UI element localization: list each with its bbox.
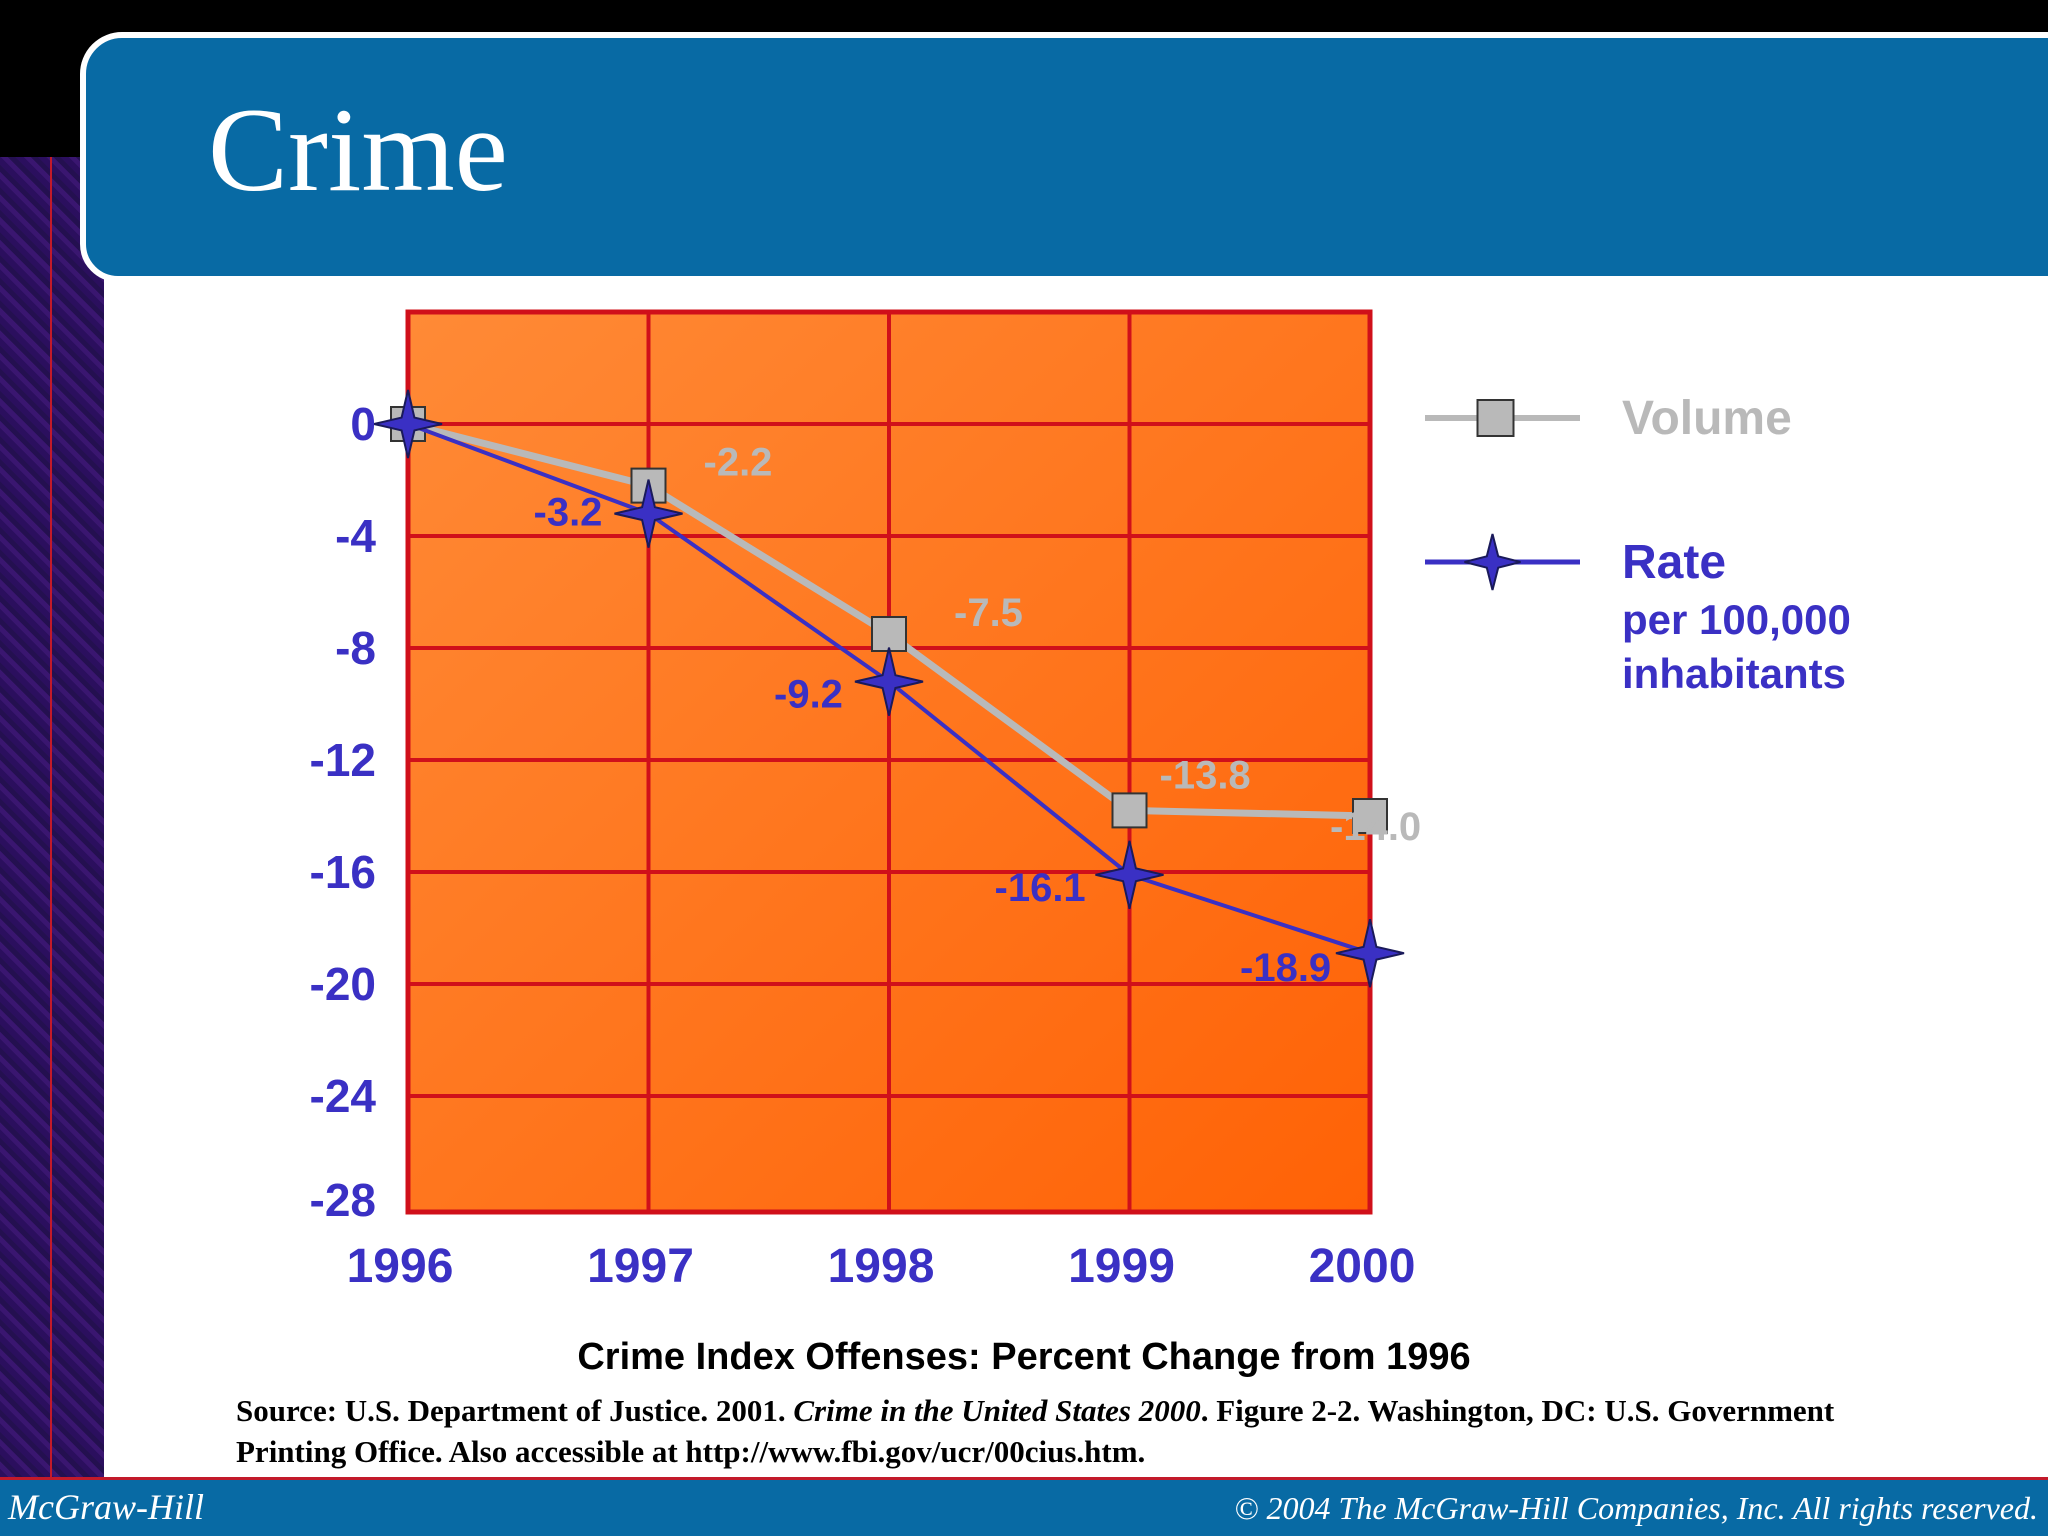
left-decorative-band [0, 157, 104, 1477]
data-label: -16.1 [995, 866, 1086, 910]
legend-item-volume: Volume [1425, 392, 1792, 445]
volume-point [1352, 798, 1388, 834]
footer-bar: McGraw-Hill © 2004 The McGraw-Hill Compa… [0, 1477, 2048, 1536]
footer-copyright: © 2004 The McGraw-Hill Companies, Inc. A… [1234, 1490, 2038, 1526]
chart-title: Crime Index Offenses: Percent Change fro… [577, 1336, 1471, 1378]
axis-labels: 0 -4 -8 -12 -16 -20 -24 -28 1996 1997 1998 1999 2000 [310, 398, 1416, 1293]
plot-border [405, 309, 1373, 1215]
x-tick-label: 1998 [828, 1240, 935, 1293]
data-label: -7.5 [954, 591, 1023, 635]
data-label: -18.9 [1240, 946, 1331, 990]
legend-label: Volume [1622, 392, 1792, 445]
rate-point [854, 647, 924, 716]
grid [408, 312, 1370, 1212]
y-tick-label: -4 [335, 510, 376, 562]
legend-sublabel: inhabitants [1622, 650, 1846, 697]
legend: Volume Rate per 100,000 inhabitants [1425, 392, 1851, 697]
rate-point [1095, 840, 1164, 910]
y-tick-label: -8 [335, 622, 376, 674]
rate-point [373, 389, 443, 459]
source-note: Source: U.S. Department of Justice. 2001… [236, 1390, 1916, 1472]
data-label: -2.2 [704, 441, 773, 485]
y-tick-label: -28 [310, 1174, 376, 1226]
volume-point [1111, 792, 1148, 829]
series-volume: -2.2 -7.5 -13.8 -14.0 [390, 406, 1421, 849]
source-prefix: Source: U.S. Department of Justice. 2001… [236, 1393, 794, 1428]
series-rate: -3.2 -9.2 -16.1 -18.9 [373, 389, 1405, 990]
source-suffix: . Figure 2-2. Washington, DC: U.S. Gover… [236, 1393, 1835, 1469]
legend-marker [1476, 399, 1515, 437]
volume-point [871, 616, 907, 652]
y-tick-label: -20 [310, 958, 376, 1010]
chart: -2.2 -7.5 -13.8 -14.0 -3.2 -9.2 -16.1 -18.9 0 -4… [310, 309, 1851, 1293]
legend-sublabel: per 100,000 [1622, 596, 1851, 643]
y-tick-label: -12 [310, 734, 376, 786]
y-tick-label: -16 [310, 846, 376, 898]
y-tick-label: -24 [310, 1070, 377, 1122]
legend-label: Rate [1622, 536, 1726, 589]
series-layer: -2.2 -7.5 -13.8 -14.0 -3.2 -9.2 -16.1 -18.9 [373, 389, 1421, 990]
rate-point [1335, 918, 1405, 988]
footer-publisher: McGraw-Hill [8, 1487, 204, 1527]
rate-point [614, 479, 683, 548]
data-label: -3.2 [534, 491, 603, 535]
x-tick-label: 1996 [347, 1240, 454, 1293]
x-tick-label: 1999 [1068, 1240, 1175, 1293]
source-italic-title: Crime in the United States 2000 [793, 1393, 1201, 1428]
left-red-rule [50, 157, 52, 1477]
data-label: -14.0 [1330, 805, 1421, 849]
y-tick-label: 0 [350, 398, 376, 450]
slide-title: Crime [208, 83, 508, 216]
x-tick-label: 1997 [587, 1240, 694, 1293]
legend-marker [1464, 533, 1521, 591]
legend-item-rate: Rate per 100,000 inhabitants [1425, 533, 1851, 697]
x-tick-label: 2000 [1309, 1240, 1416, 1293]
title-bar [80, 32, 2048, 282]
data-label: -9.2 [774, 673, 843, 717]
data-label: -13.8 [1160, 753, 1251, 797]
